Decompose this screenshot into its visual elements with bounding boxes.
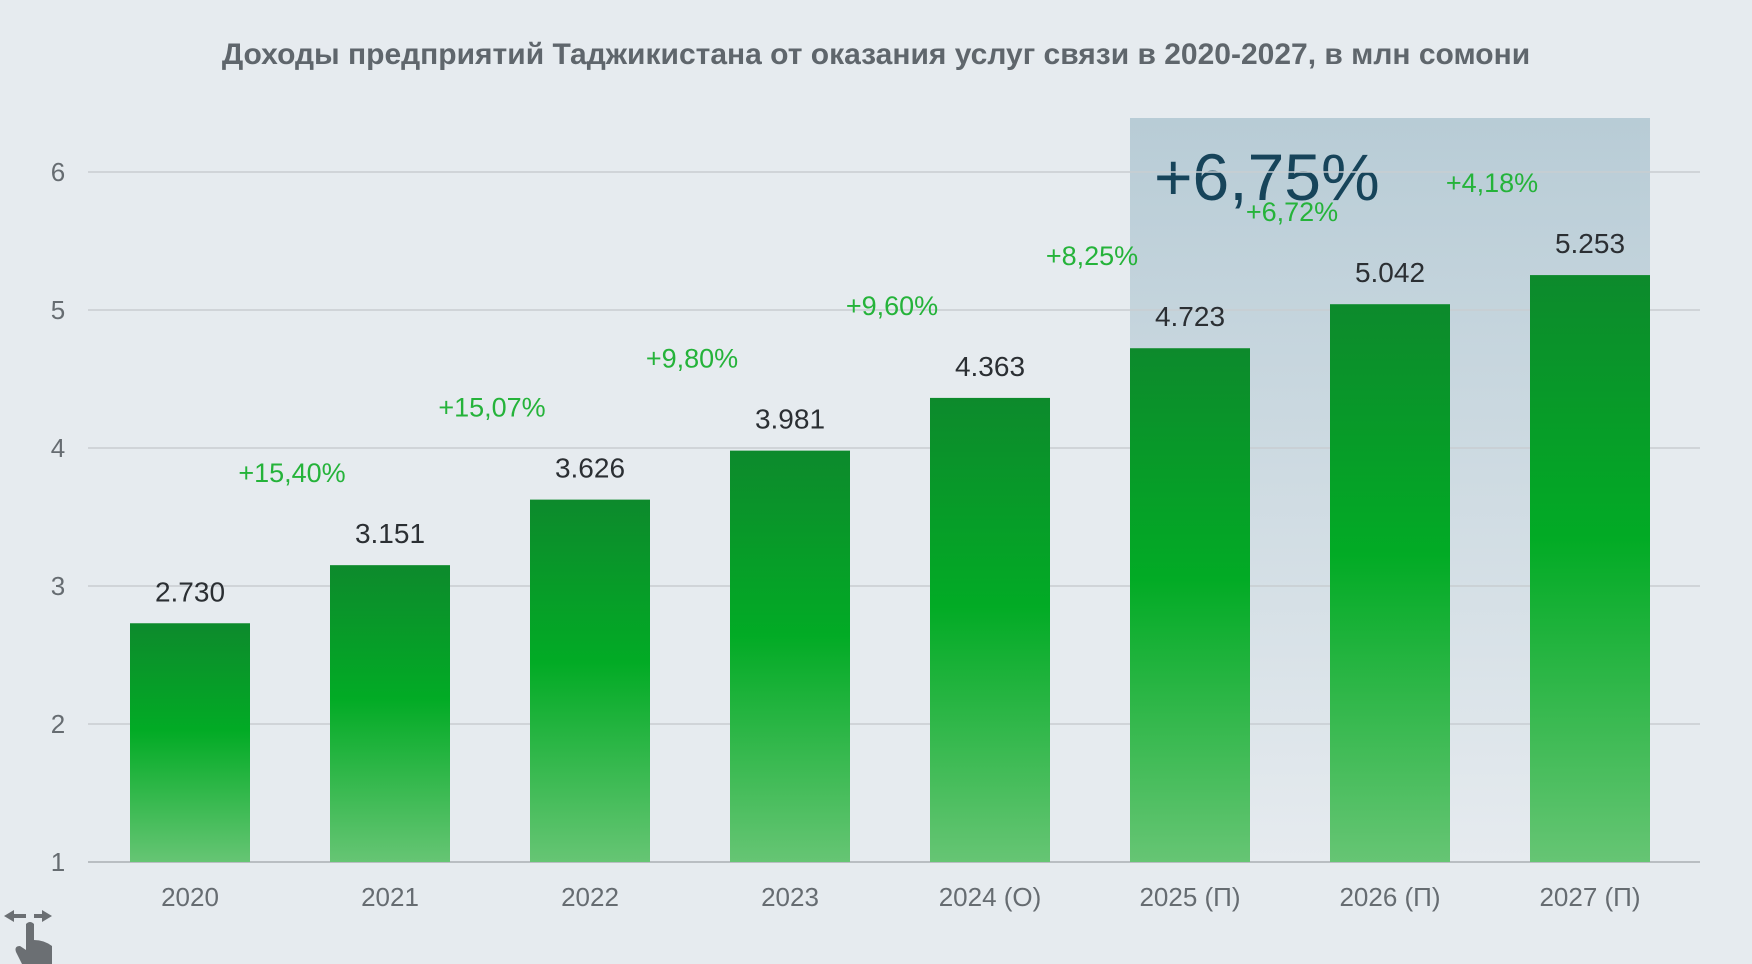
value-label: 2.730 bbox=[155, 576, 225, 607]
x-tick-label: 2024 (О) bbox=[939, 882, 1042, 912]
x-tick-label: 2021 bbox=[361, 882, 419, 912]
value-label: 4.363 bbox=[955, 351, 1025, 382]
y-tick-label: 4 bbox=[51, 433, 65, 463]
growth-label: +4,18% bbox=[1446, 168, 1538, 198]
x-tick-label: 2020 bbox=[161, 882, 219, 912]
bar bbox=[130, 623, 250, 862]
y-tick-label: 2 bbox=[51, 709, 65, 739]
bar bbox=[1530, 275, 1650, 862]
value-label: 5.042 bbox=[1355, 257, 1425, 288]
value-label: 4.723 bbox=[1155, 301, 1225, 332]
bar bbox=[1130, 348, 1250, 862]
growth-label: +8,25% bbox=[1046, 241, 1138, 271]
value-label: 3.151 bbox=[355, 518, 425, 549]
swipe-hand-icon bbox=[4, 910, 52, 964]
x-tick-label: 2025 (П) bbox=[1139, 882, 1240, 912]
forecast-highlight-label: +6,75% bbox=[1154, 140, 1380, 214]
x-tick-label: 2027 (П) bbox=[1539, 882, 1640, 912]
bar bbox=[330, 565, 450, 862]
growth-label: +6,72% bbox=[1246, 197, 1338, 227]
growth-label: +15,40% bbox=[238, 458, 345, 488]
x-tick-label: 2022 bbox=[561, 882, 619, 912]
bar bbox=[730, 450, 850, 862]
y-tick-label: 6 bbox=[51, 157, 65, 187]
bar bbox=[530, 499, 650, 862]
y-tick-label: 3 bbox=[51, 571, 65, 601]
x-tick-label: 2023 bbox=[761, 882, 819, 912]
growth-label: +15,07% bbox=[438, 393, 545, 423]
value-label: 3.981 bbox=[755, 404, 825, 435]
growth-label: +9,80% bbox=[646, 344, 738, 374]
value-label: 5.253 bbox=[1555, 228, 1625, 259]
value-label: 3.626 bbox=[555, 453, 625, 484]
bar bbox=[930, 397, 1050, 862]
y-tick-label: 1 bbox=[51, 847, 65, 877]
chart-title: Доходы предприятий Таджикистана от оказа… bbox=[221, 38, 1531, 71]
growth-label: +9,60% bbox=[846, 291, 938, 321]
bar bbox=[1330, 304, 1450, 863]
x-tick-label: 2026 (П) bbox=[1339, 882, 1440, 912]
y-tick-label: 5 bbox=[51, 295, 65, 325]
